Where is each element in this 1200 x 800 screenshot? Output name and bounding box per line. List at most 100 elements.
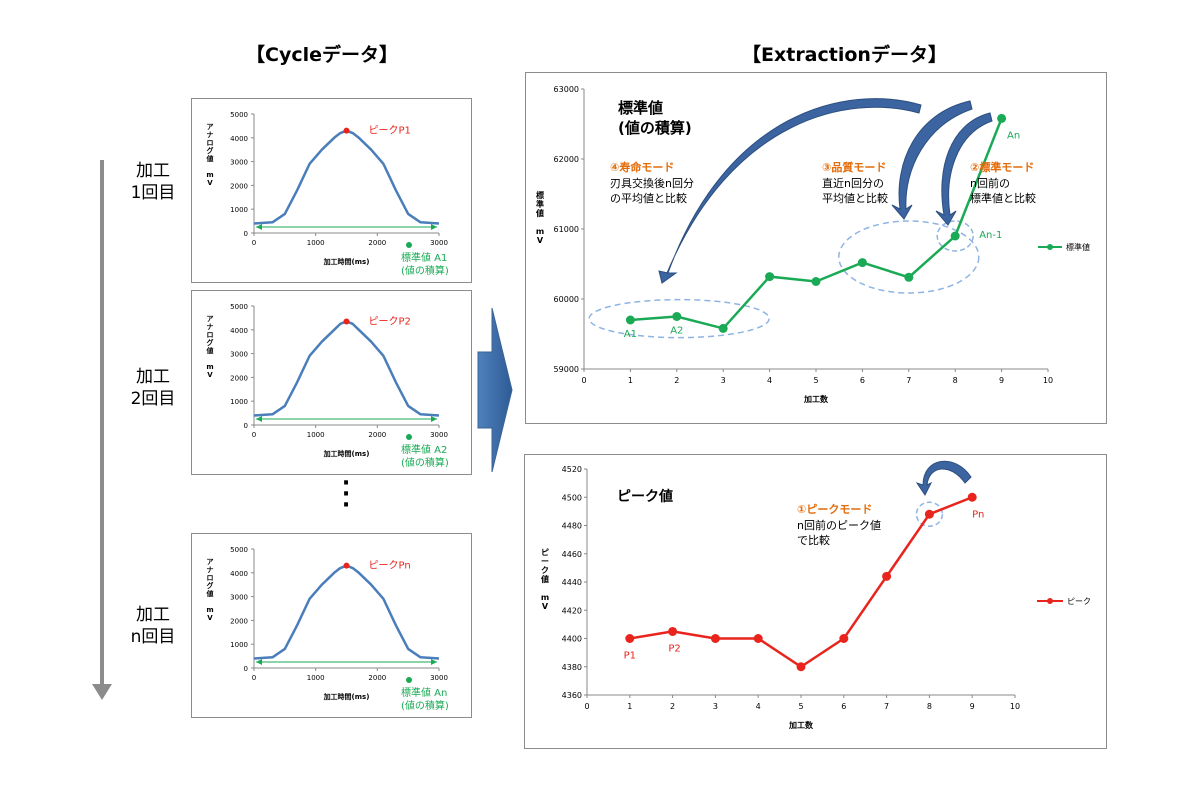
- peak-point: [343, 562, 350, 569]
- y-tick-label: 4380: [562, 663, 582, 672]
- standard-point: [672, 312, 682, 321]
- x-tick-label: 2: [670, 702, 675, 711]
- y-tick-label: 60000: [554, 295, 579, 304]
- y-tick-label: 3000: [230, 594, 248, 602]
- standard-point: [718, 323, 728, 333]
- x-tick-label: 0: [252, 674, 256, 682]
- point-label-p1: P1: [624, 651, 636, 662]
- range-arrow-head-right: [431, 224, 437, 230]
- standard-point: [765, 272, 775, 282]
- y-tick-label: 2000: [230, 617, 248, 625]
- x-tick-label: 1: [627, 702, 632, 711]
- x-tick-label: 3: [721, 376, 726, 385]
- peak-mode-arrow: [915, 460, 972, 496]
- x-axis-label: 加工数: [788, 720, 814, 730]
- peak-point: [753, 634, 763, 643]
- standard-value-chart: 59000 60000 61000 62000 63000 0 1 2 3 4 5 6 7 8 9 10 標準値…: [525, 72, 1107, 424]
- range-arrow-head-right: [431, 416, 437, 422]
- x-axis-label: 加工数: [803, 394, 829, 404]
- y-tick-label: 5000: [230, 546, 248, 554]
- quality-mode-arrow: [891, 100, 973, 220]
- x-tick-label: 3000: [430, 431, 448, 439]
- x-tick-label: 10: [1010, 702, 1020, 711]
- x-tick-label: 7: [884, 702, 889, 711]
- mode-desc-line1: n回前の: [970, 176, 1010, 190]
- y-tick-label: 5000: [230, 303, 248, 311]
- y-tick-label: 4480: [562, 522, 582, 531]
- standard-value-marker: [406, 242, 412, 248]
- peak-point: [710, 634, 720, 643]
- cycle-series-line: [253, 129, 440, 225]
- legend-label: 標準値: [1066, 242, 1090, 252]
- y-tick-label: 0: [244, 422, 248, 430]
- standard-value-label: 標準値 An: [401, 686, 447, 699]
- mode-title: ④寿命モード: [610, 160, 674, 174]
- x-tick-label: 1000: [307, 239, 325, 247]
- process-n-line2: n回目: [130, 627, 176, 647]
- mode-title: ③品質モード: [822, 160, 886, 174]
- y-tick-label: 0: [244, 665, 248, 673]
- x-tick-label: 1000: [307, 431, 325, 439]
- x-tick-label: 6: [841, 702, 846, 711]
- x-tick-label: 10: [1043, 376, 1053, 385]
- peak-label: ピークPn: [369, 560, 411, 572]
- x-tick-label: 2000: [368, 431, 386, 439]
- quality-mode-range: [838, 220, 980, 294]
- life-mode-arrow: [658, 98, 922, 284]
- cycle-chart-n: 0 1000 2000 3000 4000 5000 0 1000 2000 3000 アナログ値 …: [191, 533, 472, 718]
- standard-point: [857, 258, 867, 268]
- y-tick-label: 4000: [230, 135, 248, 143]
- x-tick-label: 0: [581, 376, 586, 385]
- peak-point: [343, 318, 350, 325]
- standard-value-label: 標準値 A2: [401, 443, 447, 456]
- x-tick-label: 6: [860, 376, 865, 385]
- x-axis-label: 加工時間(ms): [323, 449, 370, 458]
- x-tick-label: 9: [970, 702, 975, 711]
- process-2-line2: 2回目: [130, 389, 176, 409]
- point-label-a2: A2: [670, 326, 683, 337]
- y-tick-label: 2000: [230, 374, 248, 382]
- peak-point: [967, 492, 977, 502]
- standard-value-note: (値の積算): [401, 456, 449, 469]
- process-1-label: 加工 1回目: [118, 160, 188, 204]
- x-tick-label: 8: [927, 702, 932, 711]
- life-mode-range: [588, 298, 770, 339]
- y-tick-label: 2000: [230, 182, 248, 190]
- range-arrow-head-left: [256, 224, 262, 230]
- y-tick-label: 62000: [554, 155, 579, 164]
- standard-value-marker: [406, 677, 412, 683]
- x-tick-label: 8: [953, 376, 958, 385]
- mode-desc-line2: で比較: [797, 533, 830, 547]
- ellipsis: · · ·: [341, 471, 351, 518]
- legend-marker: [1047, 244, 1053, 250]
- peak-value-chart: 4360 4380 4400 4420 4440 4460 4480 4500 4520 0 1 2 3…: [524, 454, 1107, 749]
- peak-point: [796, 662, 806, 672]
- peak-label: ピークP2: [369, 315, 411, 327]
- y-tick-label: 0: [244, 230, 248, 238]
- x-tick-label: 2: [674, 376, 679, 385]
- x-tick-label: 7: [906, 376, 911, 385]
- mode-desc-line1: 直近n回分の: [822, 176, 884, 190]
- cycle-series-line: [253, 320, 440, 417]
- legend-marker: [1047, 598, 1053, 604]
- cycle-chart-1: 0 1000 2000 3000 4000 5000 0 1000 2000 3000 アナログ値 …: [191, 98, 472, 283]
- standard-value-note: (値の積算): [401, 264, 449, 277]
- standard-value-marker: [406, 434, 412, 440]
- peak-point: [668, 626, 678, 636]
- y-tick-label: 3000: [230, 159, 248, 167]
- standard-point: [625, 315, 635, 325]
- y-tick-label: 4520: [562, 465, 582, 474]
- point-label-a1: A1: [624, 329, 637, 340]
- x-tick-label: 2000: [368, 674, 386, 682]
- peak-point: [343, 127, 350, 134]
- peak-mode-range: [915, 501, 944, 527]
- range-arrow-head-right: [431, 659, 437, 665]
- x-tick-label: 1: [628, 376, 633, 385]
- point-label-pn: Pn: [972, 509, 984, 520]
- mode-desc-line1: n回前のピーク値: [797, 518, 881, 532]
- y-tick-label: 4500: [562, 493, 582, 502]
- standard-mode-arrow: [935, 112, 993, 226]
- y-tick-label: 4460: [562, 550, 582, 559]
